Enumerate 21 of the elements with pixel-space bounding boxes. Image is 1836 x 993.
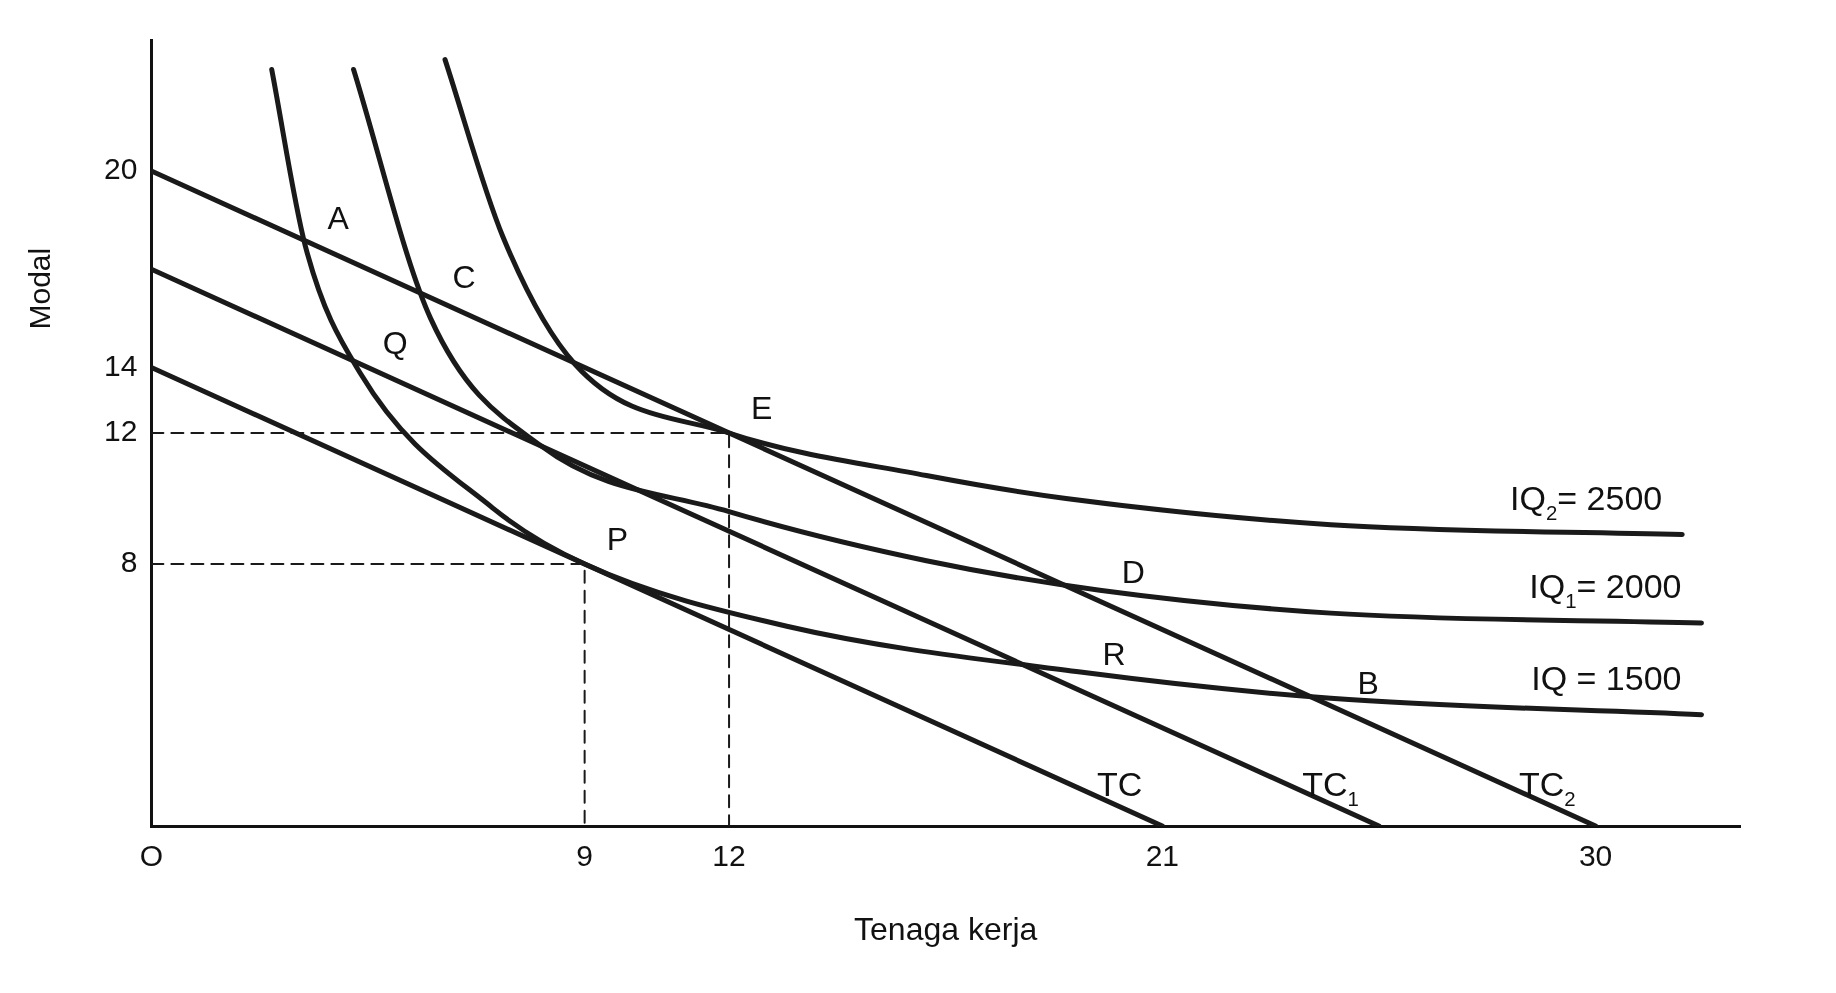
series-label: TC [1096, 765, 1143, 803]
annotation: B [1357, 665, 1379, 702]
x-tick-label: 30 [1578, 839, 1613, 873]
y-tick-label: 14 [103, 348, 138, 382]
annotation: Q [382, 324, 408, 361]
annotation: D [1121, 553, 1145, 590]
x-tick-label: 9 [576, 839, 593, 873]
x-tick-label: O [139, 839, 164, 873]
y-tick-label: 8 [120, 545, 138, 579]
y-tick-label: 12 [103, 414, 138, 448]
x-tick-label: 12 [712, 839, 746, 873]
y-tick-label: 20 [103, 152, 138, 186]
x-axis-title: Tenaga kerja [854, 911, 1038, 947]
annotation: R [1102, 635, 1126, 672]
series-label: IQ = 1500 [1531, 658, 1682, 697]
annotation: A [327, 200, 350, 237]
annotation: C [452, 259, 476, 295]
x-tick-label: 21 [1145, 839, 1179, 873]
y-axis-title: Modal [23, 247, 56, 330]
annotation: P [606, 521, 628, 557]
annotation: E [751, 390, 773, 426]
